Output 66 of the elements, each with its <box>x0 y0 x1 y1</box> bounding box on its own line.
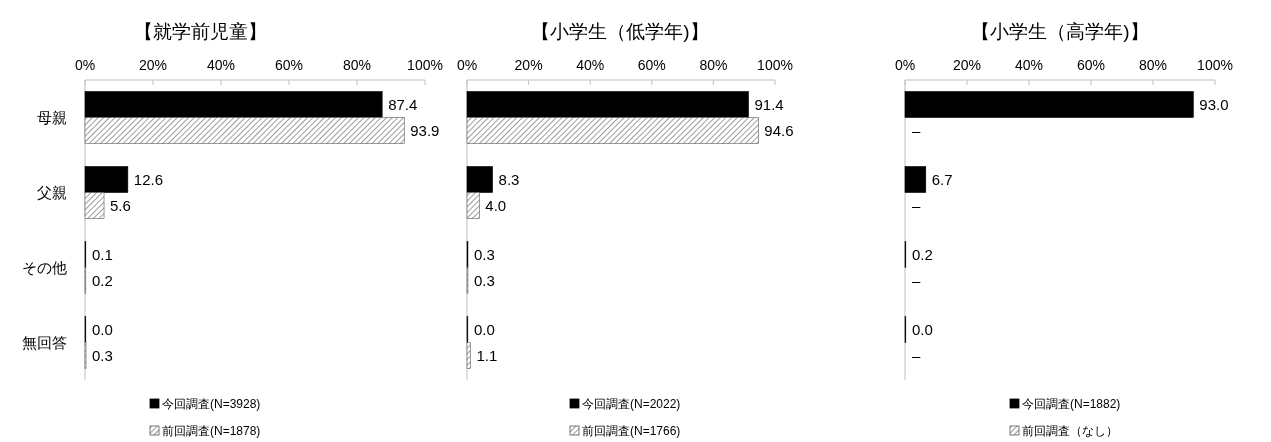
bar <box>904 166 927 193</box>
x-tick-label: 20% <box>514 57 543 73</box>
bar <box>466 192 480 219</box>
data-label: 93.0 <box>1199 95 1229 113</box>
data-label: 0.2 <box>912 245 933 263</box>
bar <box>84 117 405 144</box>
bar <box>466 117 759 144</box>
legend-label: 今回調査(N=3928) <box>162 397 261 411</box>
data-label: 0.2 <box>92 271 113 289</box>
data-label: 0.3 <box>474 245 495 263</box>
bar <box>904 91 1194 118</box>
data-label: 91.4 <box>754 95 784 113</box>
x-tick-label: 20% <box>138 57 168 73</box>
data-label: 0.3 <box>474 271 495 289</box>
legend-label: 前回調査(N=1766) <box>582 424 681 438</box>
data-label: 0.1 <box>92 245 113 263</box>
data-label: 87.4 <box>388 95 418 113</box>
text: – <box>912 346 921 364</box>
x-tick-label: 60% <box>274 57 304 73</box>
text: – <box>912 271 921 289</box>
bar <box>84 192 105 219</box>
bar <box>466 166 493 193</box>
data-label: 6.7 <box>931 170 953 188</box>
text: – <box>912 196 921 214</box>
x-tick-label: 60% <box>1076 57 1106 73</box>
x-tick-label: 80% <box>1138 57 1168 73</box>
data-label: 5.6 <box>110 196 131 214</box>
data-label: 0.3 <box>92 346 113 364</box>
y-tick-label: その他 <box>22 258 67 276</box>
bar <box>84 166 129 193</box>
data-label: 4.0 <box>485 196 507 214</box>
chart-title: 【就学前児童】 <box>133 21 267 42</box>
data-label: 8.3 <box>498 170 520 188</box>
bar <box>84 91 383 118</box>
x-tick-label: 20% <box>952 57 982 73</box>
x-tick-label: 100% <box>407 57 443 73</box>
y-tick-label: 母親 <box>37 108 67 126</box>
data-label: 0.0 <box>474 320 495 338</box>
text: – <box>912 121 921 139</box>
x-tick-label: 80% <box>342 57 372 73</box>
legend-label: 前回調査（なし） <box>1022 424 1118 438</box>
x-tick-label: 40% <box>206 57 236 73</box>
legend-label: 前回調査(N=1878) <box>162 424 261 438</box>
data-label: 94.6 <box>764 121 794 139</box>
y-tick-label: 父親 <box>37 183 67 201</box>
x-tick-label: 60% <box>637 57 666 73</box>
data-label: 1.1 <box>476 346 498 364</box>
y-tick-label: 無回答 <box>22 333 67 351</box>
x-tick-label: 0% <box>894 57 916 73</box>
chart-title: 【小学生（高学年)】 <box>971 21 1149 42</box>
x-tick-label: 0% <box>456 57 478 73</box>
bar <box>466 342 471 369</box>
x-tick-label: 100% <box>1197 57 1233 73</box>
x-tick-label: 0% <box>74 57 96 73</box>
data-label: 0.0 <box>912 320 933 338</box>
x-tick-label: 40% <box>1014 57 1044 73</box>
x-tick-label: 40% <box>576 57 605 73</box>
x-tick-label: 80% <box>699 57 728 73</box>
legend-label: 今回調査(N=1882) <box>1022 397 1121 411</box>
x-tick-label: 100% <box>757 57 793 73</box>
data-label: 0.0 <box>92 320 113 338</box>
data-label: 12.6 <box>133 170 164 188</box>
bar <box>466 91 749 118</box>
data-label: 93.9 <box>410 121 440 139</box>
legend-label: 今回調査(N=2022) <box>582 397 681 411</box>
chart-title: 【小学生（低学年)】 <box>531 21 709 42</box>
